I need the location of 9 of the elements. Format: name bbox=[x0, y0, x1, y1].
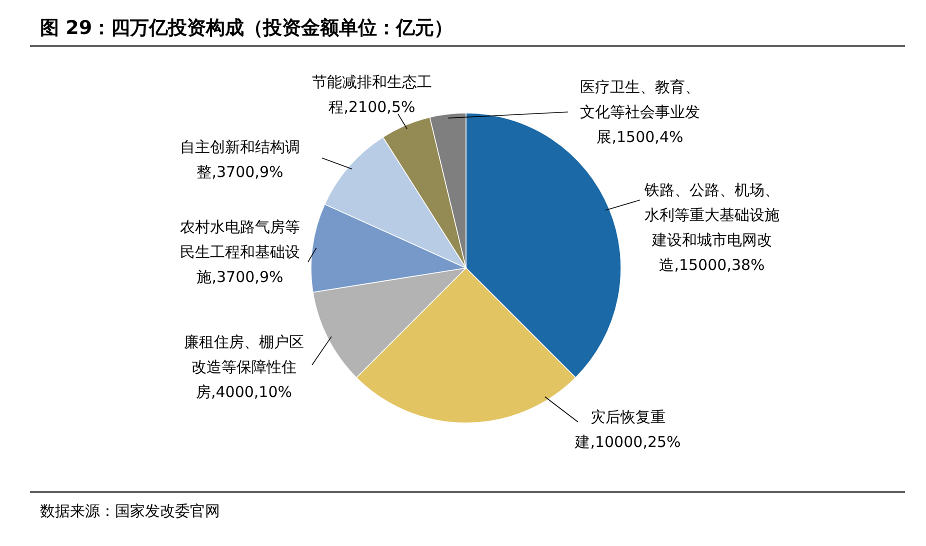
slice-label: 农村水电路气房等民生工程和基础设施,3700,9% bbox=[180, 218, 300, 286]
slice-label: 灾后恢复重建,10000,25% bbox=[574, 408, 681, 451]
chart-title: 图 29：四万亿投资构成（投资金额单位：亿元） bbox=[40, 17, 454, 39]
slice-label: 医疗卫生、教育、文化等社会事业发展,1500,4% bbox=[580, 78, 700, 146]
slice-label: 节能减排和生态工程,2100,5% bbox=[312, 73, 432, 116]
slice-label: 铁路、公路、机场、水利等重大基础设施建设和城市电网改造,15000,38% bbox=[644, 181, 780, 274]
source-note: 数据来源：国家发改委官网 bbox=[40, 502, 220, 520]
slice-label: 廉租住房、棚户区改造等保障性住房,4000,10% bbox=[184, 333, 304, 401]
slice-label: 自主创新和结构调整,3700,9% bbox=[180, 138, 300, 181]
